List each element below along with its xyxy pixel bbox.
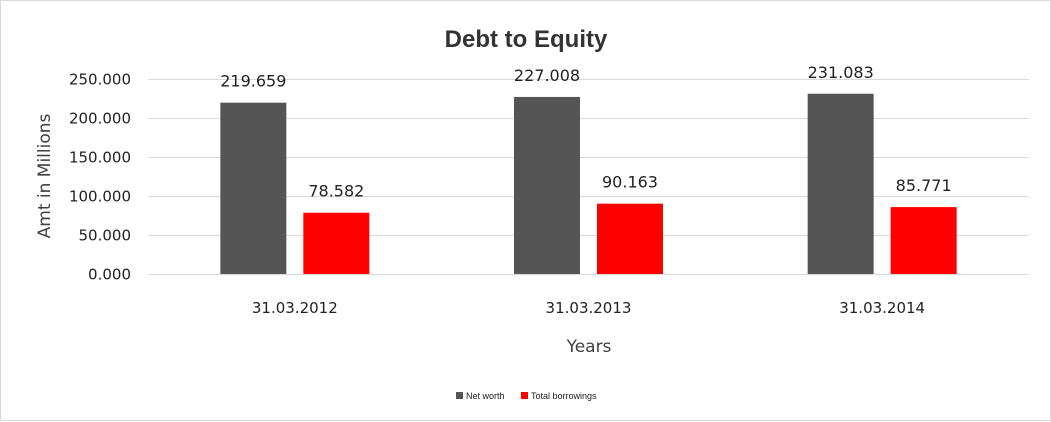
data-label: 227.008 (514, 66, 580, 85)
x-axis-title: Years (566, 337, 612, 357)
legend-swatch (456, 392, 463, 399)
y-axis-title: Amt in Millions (35, 113, 55, 238)
y-tick-label: 150.000 (69, 149, 131, 167)
bar-net-worth (807, 93, 874, 275)
legend-item: Net worth (456, 391, 505, 401)
y-tick-label: 200.000 (69, 110, 131, 128)
y-tick-label: 250.000 (69, 71, 131, 89)
data-label: 231.083 (808, 63, 874, 82)
legend-item: Total borrowings (521, 391, 597, 401)
x-axis-ticks: 31.03.2012 31.03.2013 31.03.2014 (252, 299, 925, 317)
x-tick-label: 31.03.2013 (546, 299, 632, 317)
legend-label: Net worth (466, 391, 505, 401)
y-tick-label: 100.000 (69, 188, 131, 206)
data-labels: 219.659 78.582 227.008 90.163 231.083 85.771 (220, 63, 951, 201)
chart-title: Debt to Equity (445, 26, 608, 53)
x-tick-label: 31.03.2012 (252, 299, 338, 317)
y-tick-label: 0.000 (88, 266, 131, 284)
bar-total-borrowings (597, 203, 663, 274)
gridlines (148, 79, 1029, 275)
bar-total-borrowings (303, 212, 370, 274)
y-tick-label: 50.000 (79, 227, 132, 245)
data-label: 219.659 (220, 72, 286, 91)
data-label: 90.163 (602, 173, 658, 192)
legend-label: Total borrowings (531, 391, 597, 401)
data-label: 78.582 (308, 182, 364, 201)
bars (220, 93, 957, 275)
bar-net-worth (220, 102, 287, 274)
bar-total-borrowings (890, 207, 957, 274)
y-axis-ticks: 0.000 50.000 100.000 150.000 200.000 250.000 (69, 71, 131, 284)
legend: Net worth Total borrowings (456, 391, 597, 401)
x-tick-label: 31.03.2014 (839, 299, 925, 317)
bar-net-worth (514, 96, 580, 274)
data-label: 85.771 (896, 176, 952, 195)
legend-swatch (521, 392, 528, 399)
